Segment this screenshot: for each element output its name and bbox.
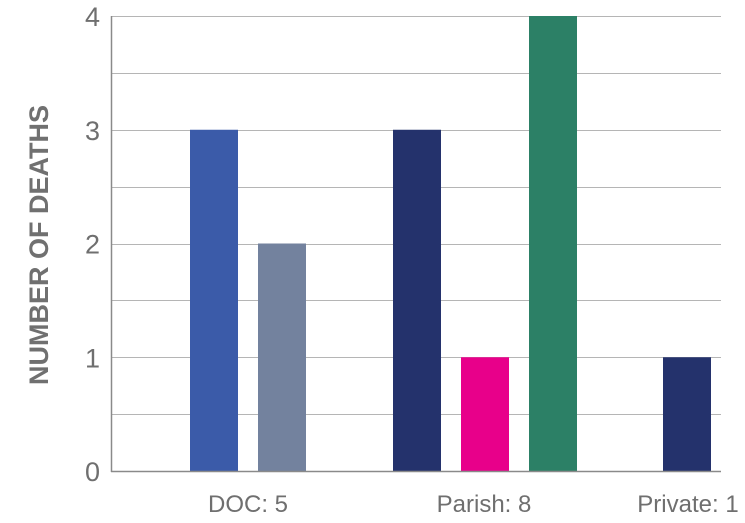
y-tick-label: 3: [85, 116, 100, 146]
bar: [393, 129, 441, 471]
bar: [461, 357, 509, 471]
x-category-label: DOC: 5: [208, 491, 288, 518]
y-tick-label: 0: [85, 457, 100, 487]
y-tick-label: 2: [85, 230, 100, 260]
x-category-labels: DOC: 5 Parish: 8 Private: 1: [208, 491, 739, 518]
bar: [663, 357, 711, 471]
bar: [529, 16, 577, 471]
bar: [190, 129, 238, 471]
y-tick-label: 1: [85, 343, 100, 373]
x-category-label: Parish: 8: [437, 491, 532, 518]
y-axis-title: NUMBER OF DEATHS: [24, 105, 54, 385]
y-tick-labels: 0 1 2 3 4: [85, 2, 100, 487]
x-category-label: Private: 1: [637, 491, 738, 518]
bar: [258, 243, 306, 471]
bars: [190, 16, 711, 471]
y-tick-label: 4: [85, 2, 100, 32]
